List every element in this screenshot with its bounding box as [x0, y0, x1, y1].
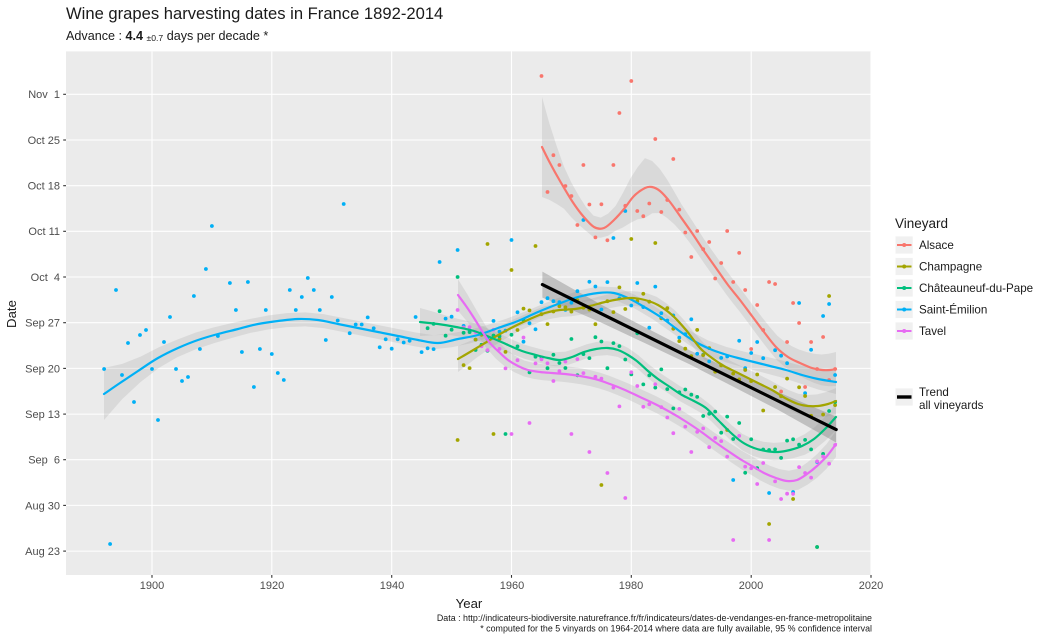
svg-text:Sep 27: Sep 27 — [25, 318, 60, 330]
svg-text:1900: 1900 — [140, 580, 164, 592]
svg-text:Oct 18: Oct 18 — [28, 181, 60, 193]
svg-text:Vineyard: Vineyard — [895, 216, 948, 231]
svg-text:2000: 2000 — [739, 580, 763, 592]
svg-text:Aug 23: Aug 23 — [25, 546, 60, 558]
svg-text:* computed for the 5 vinyards: * computed for the 5 vinyards on 1964-20… — [480, 624, 872, 634]
svg-text:Sep 13: Sep 13 — [25, 409, 60, 421]
svg-text:Oct 4: Oct 4 — [31, 272, 60, 284]
svg-text:Wine grapes harvesting dates i: Wine grapes harvesting dates in France 1… — [66, 4, 443, 23]
svg-text:Advance : 4.4 ±0.7 days per de: Advance : 4.4 ±0.7 days per decade * — [66, 29, 268, 43]
svg-text:Data : http://indicateurs-biod: Data : http://indicateurs-biodiversite.n… — [437, 613, 872, 623]
svg-text:Tavel: Tavel — [919, 325, 946, 338]
svg-text:Sep 6: Sep 6 — [28, 455, 60, 467]
svg-text:Châteauneuf-du-Pape: Châteauneuf-du-Pape — [919, 282, 1033, 295]
svg-text:Oct 11: Oct 11 — [28, 226, 60, 238]
svg-text:Alsace: Alsace — [919, 239, 954, 252]
svg-text:Oct 25: Oct 25 — [28, 135, 60, 147]
svg-text:Sep 20: Sep 20 — [25, 363, 60, 375]
svg-text:1980: 1980 — [619, 580, 643, 592]
svg-text:1920: 1920 — [260, 580, 284, 592]
svg-text:1960: 1960 — [500, 580, 524, 592]
svg-text:Aug 30: Aug 30 — [25, 500, 60, 512]
svg-text:Year: Year — [456, 596, 483, 611]
svg-text:Nov 1: Nov 1 — [28, 89, 60, 101]
svg-text:all vineyards: all vineyards — [919, 399, 984, 412]
svg-text:Trend: Trend — [919, 386, 949, 399]
svg-text:Saint-Émilion: Saint-Émilion — [919, 304, 987, 317]
svg-text:Champagne: Champagne — [919, 261, 982, 274]
svg-text:Date: Date — [4, 300, 19, 328]
svg-text:1940: 1940 — [380, 580, 404, 592]
svg-text:2020: 2020 — [859, 580, 883, 592]
